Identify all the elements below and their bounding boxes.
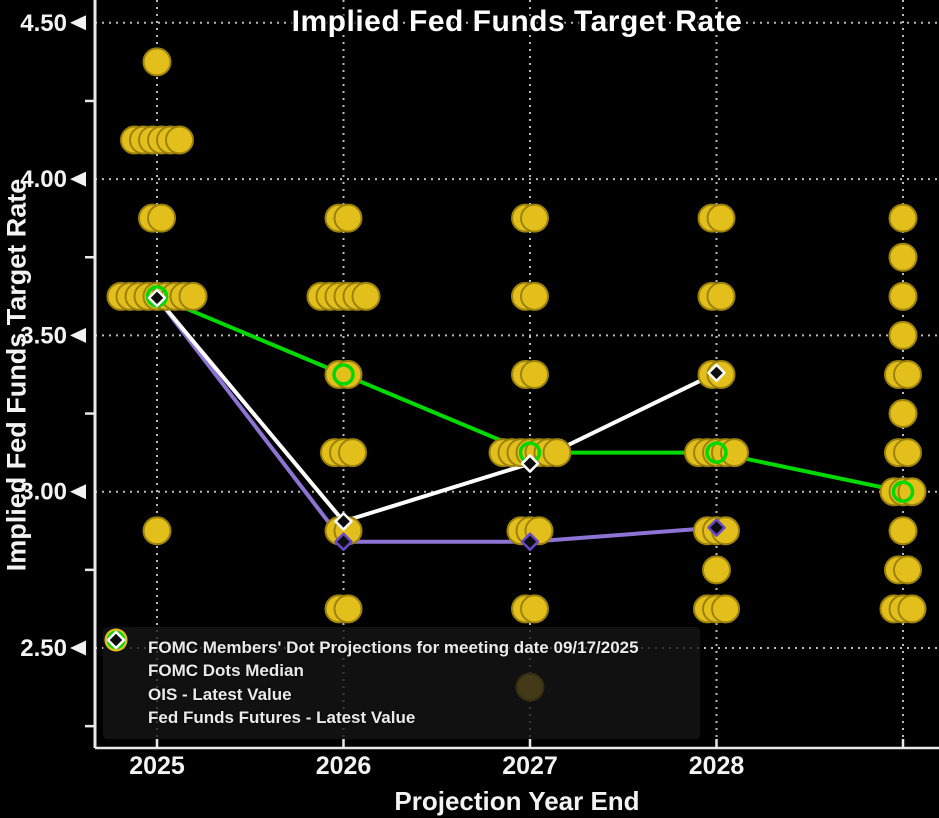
fomc-dot [520,281,549,311]
dot-cluster [888,320,918,350]
x-tick-label: 2025 [129,752,185,780]
legend-label: FOMC Dots Median [148,661,304,681]
dot-cluster [511,281,549,311]
legend-item: OIS - Latest Value [103,630,700,707]
fomc-dot [351,281,381,311]
dot-cluster [888,516,918,546]
x-axis-title: Projection Year End [394,786,640,816]
futures-line [155,295,719,524]
y-tick-arrow [70,15,86,31]
fomc-dot [338,438,367,468]
dot-cluster [697,203,736,233]
fomc-dot [520,359,549,389]
fomc-dot [165,125,194,155]
dot-cluster [697,281,736,311]
fomc-dot [711,594,740,624]
dot-cluster [324,594,363,624]
dot-cluster [879,594,927,624]
y-tick-arrow [70,640,86,656]
dot-cluster [324,203,363,233]
fomc-dot [520,594,549,624]
ois-marker [334,532,353,551]
median-marker [891,480,915,503]
y-tick-label: 3.50 [20,322,67,349]
fomc-dot [888,242,918,272]
dot-cluster [884,555,922,585]
fomc-dot [702,555,731,585]
fomc-dot [888,281,918,311]
dot-cluster [306,281,381,311]
y-axis-title: Implied Fed Funds Target Rate [1,178,32,572]
dot-cluster [888,203,918,233]
fomc-dot [520,203,549,233]
legend-label: OIS - Latest Value [148,684,292,704]
fomc-dot [893,555,922,585]
fomc-dot [542,438,572,468]
ois-marker [520,532,540,551]
fomc-dot [893,359,922,389]
dot-cluster [511,359,549,389]
dot-cluster [888,242,918,272]
median-marker [705,441,728,464]
y-tick-label: 2.50 [20,635,67,662]
x-tick-label: 2026 [316,752,372,780]
dot-cluster [511,203,549,233]
y-tick-arrow [70,327,86,343]
fomc-dot [706,281,736,311]
chart-title: Implied Fed Funds Target Rate [291,5,743,38]
dot-cluster [884,438,922,468]
fomc-dot [888,320,918,350]
fomc-dot [147,203,176,233]
dot-cluster [142,47,172,77]
fomc-dot [333,203,363,233]
fomc-dot [897,594,927,624]
y-tick-arrow [70,171,86,187]
dot-cluster [702,555,731,585]
futures-marker [334,512,353,531]
ois-marker [707,518,726,537]
legend-item: FOMC Members' Dot Projections for meetin… [103,628,700,660]
fomc-dot [333,594,363,624]
fomc-dot [706,203,736,233]
legend: FOMC Members' Dot Projections for meetin… [103,627,700,739]
dot-cluster [693,594,740,624]
fomc-dot [720,438,749,468]
ois-line [155,295,719,544]
dot-cluster [884,359,922,389]
futures-marker [520,454,540,473]
fomc-dot [893,438,922,468]
futures-marker [147,288,167,308]
dot-cluster [138,203,176,233]
dot-cluster [320,438,367,468]
x-tick-label: 2027 [502,752,558,780]
fomc-dot [888,203,918,233]
fomc-dot [142,47,172,77]
legend-label: Fed Funds Futures - Latest Value [148,708,416,728]
y-tick-label: 4.00 [20,166,67,193]
y-tick-label: 3.00 [20,479,67,506]
fomc-dot [888,399,918,429]
y-tick-arrow [70,484,86,500]
x-tick-label: 2028 [689,752,745,780]
dot-cluster [120,125,194,155]
dot-cluster [888,399,918,429]
y-tick-label: 4.50 [20,10,67,37]
futures-marker [707,363,726,383]
fomc-dot [178,281,208,311]
legend-label: FOMC Members' Dot Projections for meetin… [148,637,639,657]
dot-cluster [142,516,172,546]
dot-cluster [511,594,549,624]
fomc-dot [888,516,918,546]
legend-item: FOMC Dots Median [103,630,700,684]
fomc-dot [142,516,172,546]
median-marker [332,363,355,386]
dot-cluster [888,281,918,311]
legend-item: Fed Funds Futures - Latest Value [103,630,700,731]
